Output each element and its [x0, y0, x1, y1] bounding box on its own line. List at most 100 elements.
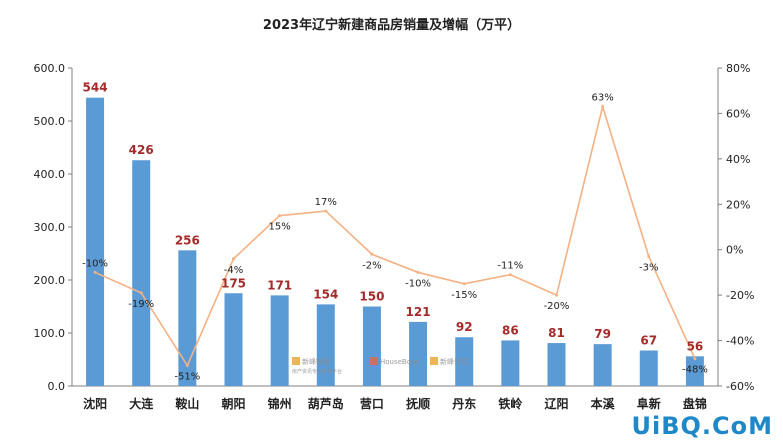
y-left-tick-label: 400.0: [34, 168, 66, 181]
bar: [178, 250, 197, 386]
x-category-label: 鞍山: [175, 396, 199, 411]
x-category-label: 盘锦: [683, 396, 707, 411]
x-category-label: 大连: [129, 396, 154, 411]
growth-value-label: -2%: [362, 260, 381, 271]
y-left-tick-label: 100.0: [34, 327, 66, 340]
bar-value-label: 154: [313, 287, 338, 301]
bar: [639, 350, 658, 386]
watermark-logo-2: HouseBook: [370, 357, 419, 366]
bar: [270, 295, 289, 386]
growth-point: [232, 257, 235, 261]
growth-value-label: -3%: [639, 263, 658, 274]
growth-line: [94, 103, 696, 368]
growth-point: [647, 255, 651, 259]
y-right-tick-label: 40%: [726, 153, 750, 166]
growth-value-label: -10%: [405, 278, 431, 289]
bar: [685, 356, 704, 386]
growth-point: [278, 214, 282, 218]
growth-value-label: -10%: [82, 258, 108, 269]
x-category-label: 阜新: [637, 396, 661, 411]
watermark-brand-1-sub: 房产资讯专业服务平台: [292, 369, 343, 375]
growth-point: [462, 282, 466, 286]
watermark-logo-icon: [292, 357, 300, 365]
growth-point: [370, 252, 374, 256]
watermark-logo-3: 新峰评估: [430, 357, 468, 367]
x-category-label: 丹东: [452, 396, 476, 411]
bar: [362, 306, 381, 386]
y-right-tick-label: 0%: [726, 244, 743, 257]
x-category-label: 锦州: [268, 396, 292, 411]
bar-value-label: 56: [687, 339, 704, 353]
y-right-tick-label: 20%: [726, 198, 750, 211]
y-left-tick-label: 200.0: [34, 274, 66, 287]
growth-point: [324, 209, 328, 213]
y-right-tick-label: 60%: [726, 107, 750, 120]
growth-point: [416, 270, 420, 274]
x-category-label: 抚顺: [406, 396, 430, 411]
bar: [409, 321, 428, 386]
bar-value-label: 171: [267, 278, 292, 292]
watermark-logo-icon: [430, 357, 438, 365]
growth-point: [601, 105, 605, 109]
site-logo: UiBQ.CoM: [631, 412, 773, 440]
growth-point: [693, 357, 697, 361]
bar: [316, 304, 335, 386]
watermark-brand-2: HouseBook: [380, 358, 420, 366]
y-right-tick-label: 80%: [726, 62, 750, 75]
growth-value-label: 17%: [315, 197, 337, 208]
bar-value-label: 544: [83, 81, 108, 95]
bar-value-label: 79: [594, 327, 611, 341]
growth-point: [555, 293, 558, 297]
growth-value-label: -11%: [497, 261, 523, 272]
bar: [224, 293, 243, 386]
bar: [501, 340, 520, 386]
bar-value-label: 86: [502, 323, 519, 337]
growth-point: [508, 273, 512, 277]
growth-point: [185, 364, 189, 368]
y-right-tick-label: -20%: [726, 289, 754, 302]
growth-point: [139, 291, 143, 295]
y-left-tick-label: 600.0: [34, 62, 66, 75]
growth-value-label: -4%: [224, 265, 243, 276]
growth-value-label: -15%: [451, 290, 477, 301]
growth-value-label: -51%: [174, 372, 200, 383]
growth-point: [93, 270, 97, 274]
y-left-tick-label: 500.0: [34, 115, 66, 128]
x-category-label: 朝阳: [221, 396, 245, 411]
bar-value-label: 67: [640, 333, 657, 347]
bar: [86, 97, 105, 387]
growth-value-label: -19%: [128, 299, 154, 310]
bar: [455, 337, 474, 386]
bar: [593, 344, 612, 386]
bar-value-label: 150: [359, 290, 384, 304]
x-category-label: 营口: [360, 396, 384, 411]
bar: [132, 160, 151, 386]
watermark-logo-1: 新峰微网房产资讯专业服务平台: [292, 357, 342, 375]
growth-value-label: -20%: [544, 301, 570, 312]
growth-value-label: -48%: [682, 365, 708, 376]
bar: [547, 343, 566, 386]
bar-value-label: 121: [406, 305, 431, 319]
y-left-tick-label: 300.0: [34, 221, 66, 234]
bar-value-label: 81: [548, 326, 565, 340]
x-category-label: 葫芦岛: [308, 396, 344, 411]
y-right-tick-label: -60%: [726, 380, 754, 393]
growth-value-label: 15%: [269, 222, 291, 233]
watermark-brand-1: 新峰微网: [302, 358, 330, 366]
growth-value-label: 63%: [592, 93, 614, 104]
bar-value-label: 92: [456, 320, 473, 334]
chart-title: 2023年辽宁新建商品房销量及增幅（万平）: [262, 18, 521, 33]
watermark-brand-3: 新峰评估: [440, 358, 468, 366]
bar-value-label: 426: [129, 143, 154, 157]
y-left-tick-label: 0.0: [48, 380, 66, 393]
x-category-label: 辽阳: [544, 396, 568, 411]
y-right-tick-label: -40%: [726, 335, 754, 348]
x-category-label: 本溪: [591, 396, 616, 411]
watermark-logo-icon: [370, 357, 378, 365]
bar-value-label: 175: [221, 276, 246, 290]
bar-value-label: 256: [175, 233, 200, 247]
x-category-label: 铁岭: [498, 396, 522, 411]
x-category-label: 沈阳: [83, 396, 107, 411]
